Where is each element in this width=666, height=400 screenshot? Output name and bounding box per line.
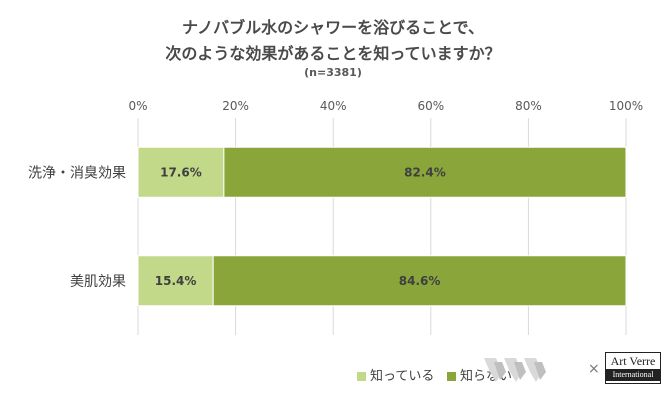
- bar-segment: [212, 255, 627, 307]
- art-verre-logo-text: Art Verre: [610, 354, 656, 368]
- company-logo-mark: [484, 358, 546, 382]
- x-tick-label: 0%: [128, 99, 147, 113]
- bar-segment: [223, 146, 627, 198]
- data-label: 17.6%: [160, 165, 202, 179]
- x-tick-label: 40%: [320, 99, 347, 113]
- chart-subtitle: (n=3381): [304, 66, 362, 79]
- x-tick-label: 20%: [222, 99, 249, 113]
- chart-title-line-1: ナノバブル水のシャワーを浴びることで、: [181, 18, 485, 37]
- data-label: 82.4%: [404, 165, 446, 179]
- bar-segment: [137, 146, 225, 198]
- x-tick-label: 80%: [515, 99, 542, 113]
- x-tick-label: 60%: [417, 99, 444, 113]
- art-verre-logo: Art Verre International: [605, 352, 661, 384]
- legend-swatch-unknown: [447, 372, 456, 381]
- data-label: 15.4%: [155, 274, 197, 288]
- category-label: 美肌効果: [70, 274, 126, 290]
- data-label: 84.6%: [399, 274, 441, 288]
- chart-title-line-2: 次のような効果があることを知っていますか？: [165, 44, 501, 63]
- x-tick-label: 100%: [609, 99, 643, 113]
- legend-swatch-known: [357, 372, 366, 381]
- art-verre-logo-subtext: International: [606, 369, 660, 381]
- legend-item-known: 知っている: [357, 365, 434, 384]
- footer-logos: × Art Verre International: [480, 352, 661, 392]
- times-symbol: ×: [588, 361, 600, 377]
- category-label: 洗浄・消臭効果: [28, 165, 126, 181]
- legend-label-known: 知っている: [370, 369, 435, 384]
